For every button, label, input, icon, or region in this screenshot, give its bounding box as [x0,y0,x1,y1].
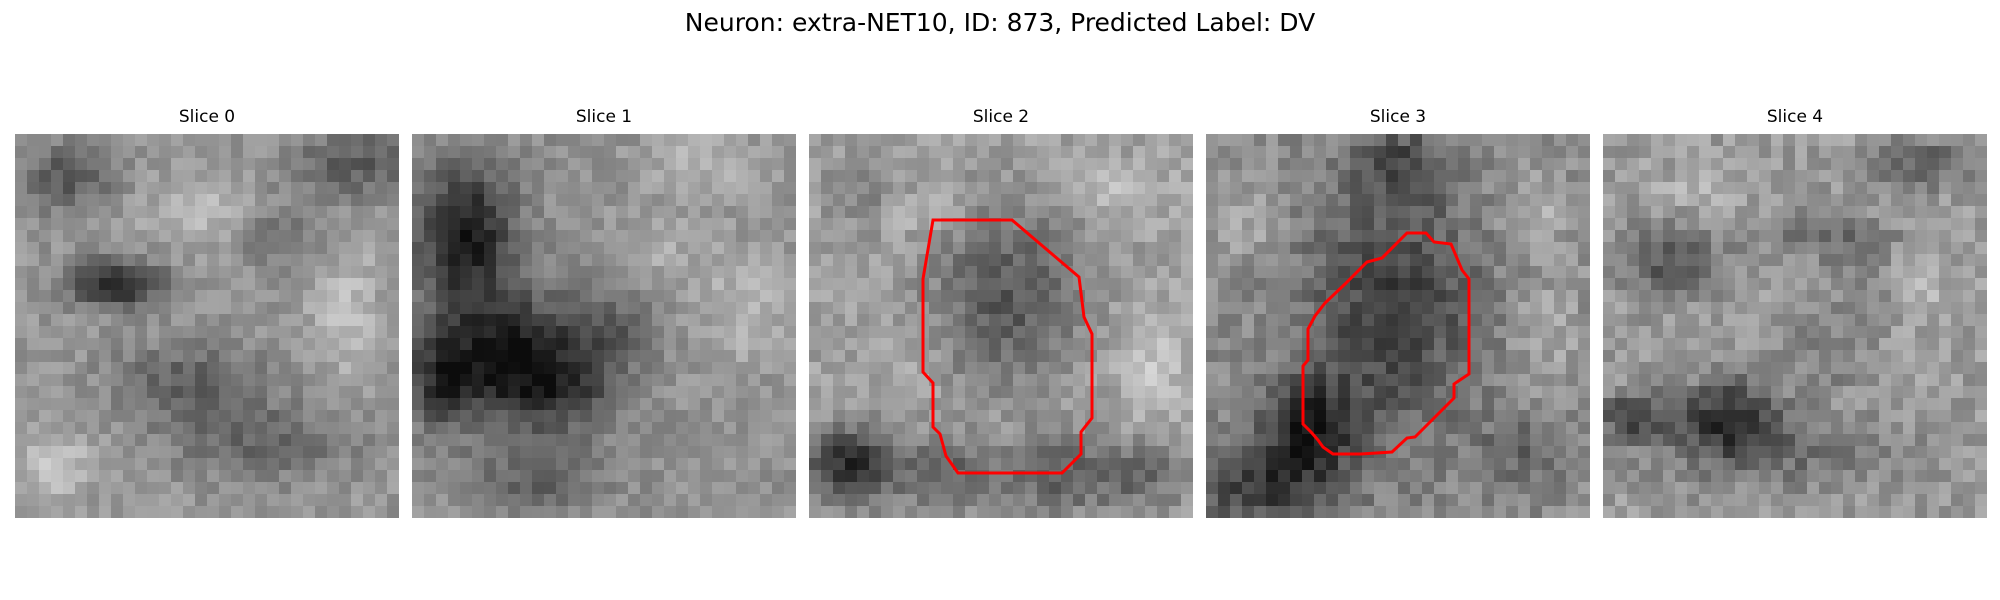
slice-panel-1: Slice 1 [412,106,796,518]
slice-title-0: Slice 0 [178,107,236,127]
segmentation-contour-2 [921,218,1094,475]
slice-image-4 [1603,134,1987,518]
slice-title-3: Slice 3 [1369,107,1427,127]
slice-image-2 [809,134,1193,518]
slice-title-2: Slice 2 [972,107,1030,127]
slice-panel-2: Slice 2 [809,106,1193,518]
slice-image-3 [1206,134,1590,518]
slice-title-4: Slice 4 [1766,107,1824,127]
slice-image-1 [412,134,796,518]
slice-title-1: Slice 1 [575,107,633,127]
slice-panel-0: Slice 0 [15,106,399,518]
figure-title: Neuron: extra-NET10, ID: 873, Predicted … [684,8,1316,37]
segmentation-contour-3 [1301,231,1471,456]
slice-panel-4: Slice 4 [1603,106,1987,518]
slice-image-0 [15,134,399,518]
slice-panel-3: Slice 3 [1206,106,1590,518]
